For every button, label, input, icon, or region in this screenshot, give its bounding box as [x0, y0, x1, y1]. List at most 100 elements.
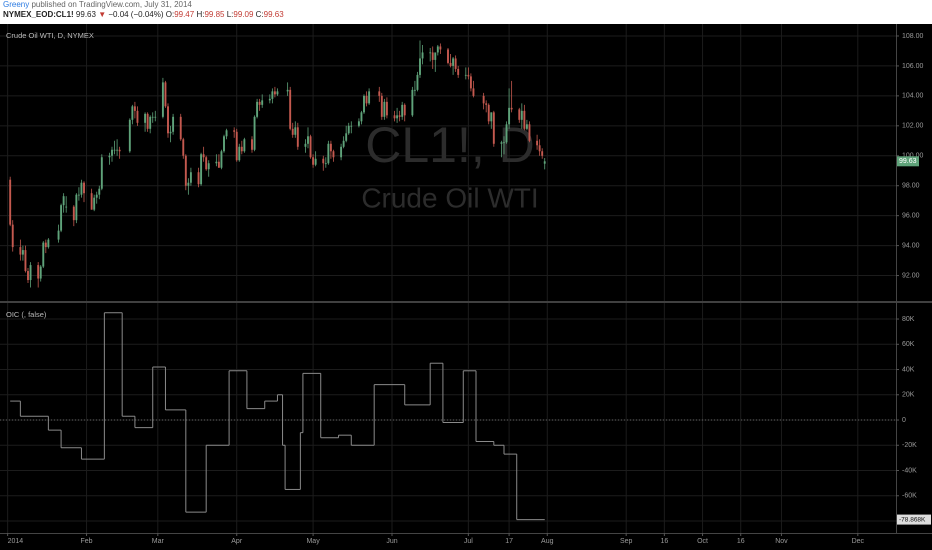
candle-body	[454, 58, 457, 69]
last-price-label: 99.63	[899, 158, 917, 165]
candle-body	[273, 91, 276, 95]
y-tick-label: 104.00	[902, 93, 924, 100]
candle-body	[492, 112, 495, 144]
candle-body	[411, 89, 414, 116]
candle-body	[65, 206, 68, 208]
candle-body	[503, 142, 505, 144]
y-tick-label: 20K	[902, 392, 915, 399]
candle-body	[357, 121, 360, 126]
candle-body	[525, 124, 528, 129]
candle-body	[289, 89, 292, 129]
candle-body	[42, 242, 45, 267]
candle-body	[77, 194, 80, 196]
candle-body	[62, 196, 65, 206]
header: Greeny published on TradingView.com, Jul…	[0, 0, 932, 24]
candle-body	[380, 95, 383, 117]
candle-body	[327, 143, 330, 164]
candle-body	[505, 124, 508, 143]
x-tick-label: 17	[505, 538, 513, 545]
candle-body	[29, 265, 32, 281]
candle-body	[251, 139, 253, 150]
y-tick-label: 92.00	[902, 272, 920, 279]
candle-body	[133, 106, 136, 111]
candle-body	[472, 88, 475, 96]
candle-body	[131, 106, 134, 120]
last-value-badge	[897, 514, 931, 525]
candle-body	[398, 115, 401, 117]
last-price-badge	[897, 156, 919, 167]
x-tick-label: Nov	[775, 538, 788, 545]
candle-body	[296, 127, 299, 147]
last: 99.63	[75, 10, 96, 19]
candle-body	[83, 182, 85, 194]
candle-body	[179, 116, 182, 140]
candle-body	[258, 101, 261, 105]
quote-line: NYMEX_EOD:CL1! 99.63 ▼ −0.04 (−0.04%) O:…	[0, 10, 932, 20]
candle-body	[487, 104, 490, 122]
change: −0.04 (−0.04%)	[108, 10, 164, 19]
y-tick-label: 60K	[902, 341, 915, 348]
candle-body	[220, 151, 223, 168]
candle-body	[207, 163, 210, 170]
ohlc-label: C:	[255, 10, 264, 19]
candle-body	[416, 74, 419, 90]
candle-body	[528, 124, 531, 141]
candle-body	[202, 154, 205, 158]
candle-body	[233, 130, 236, 132]
candle-body	[164, 82, 167, 107]
candle-body	[314, 158, 317, 165]
y-tick-label: 108.00	[902, 33, 924, 40]
candle-body	[482, 95, 485, 104]
candle-body	[111, 149, 113, 156]
candle-body	[439, 46, 442, 50]
candle-body	[128, 119, 131, 152]
candle-body	[100, 157, 103, 189]
ohlc-value: 99.63	[263, 10, 284, 19]
candle-body	[187, 182, 190, 186]
candle-body	[268, 98, 271, 101]
candle-body	[538, 145, 541, 152]
x-tick-label: 16	[660, 538, 668, 545]
watermark: Crude Oil WTI	[361, 182, 538, 213]
candle-body	[510, 107, 513, 110]
candle-body	[256, 101, 259, 117]
x-tick-label: Jun	[386, 538, 397, 545]
candle-body	[98, 188, 101, 195]
candle-body	[215, 161, 218, 164]
chart: 92.00 94.00 96.00 98.00 100.00 102.00 104.00 10…	[0, 24, 932, 550]
candle-body	[116, 149, 119, 151]
candle-body	[421, 52, 424, 59]
y-tick-label: 106.00	[902, 63, 924, 70]
candle-body	[95, 194, 98, 198]
candle-body	[340, 146, 343, 158]
candle-body	[167, 106, 169, 134]
candle-body	[184, 155, 187, 186]
y-tick-label: 0	[902, 417, 906, 424]
candle-body	[80, 182, 83, 195]
y-tick-label: -20K	[902, 442, 917, 449]
x-tick-label: 16	[737, 538, 745, 545]
candle-body	[217, 161, 220, 168]
candle-body	[90, 193, 93, 210]
candle-body	[419, 58, 421, 75]
candle-body	[368, 91, 371, 104]
candle-body	[360, 112, 363, 122]
x-tick-label: Mar	[152, 538, 165, 545]
y-tick-label: 100.00	[902, 153, 924, 160]
author[interactable]: Greeny	[3, 0, 30, 9]
candle-body	[37, 265, 40, 279]
candle-body	[276, 91, 279, 95]
candle-body	[223, 136, 225, 152]
candle-body	[324, 163, 327, 165]
y-tick-label: 40K	[902, 366, 915, 373]
candle-body	[434, 52, 437, 60]
candle-body	[312, 157, 315, 165]
x-tick-label: Feb	[81, 538, 93, 545]
candle-body	[307, 136, 309, 144]
ohlc: O:99.47 H:99.85 L:99.09 C:99.63	[166, 10, 284, 19]
last-value-label: -78.868K	[899, 516, 926, 523]
y-tick-label: 94.00	[902, 242, 920, 249]
candle-body	[197, 172, 200, 185]
x-tick-label: 2014	[8, 538, 24, 545]
